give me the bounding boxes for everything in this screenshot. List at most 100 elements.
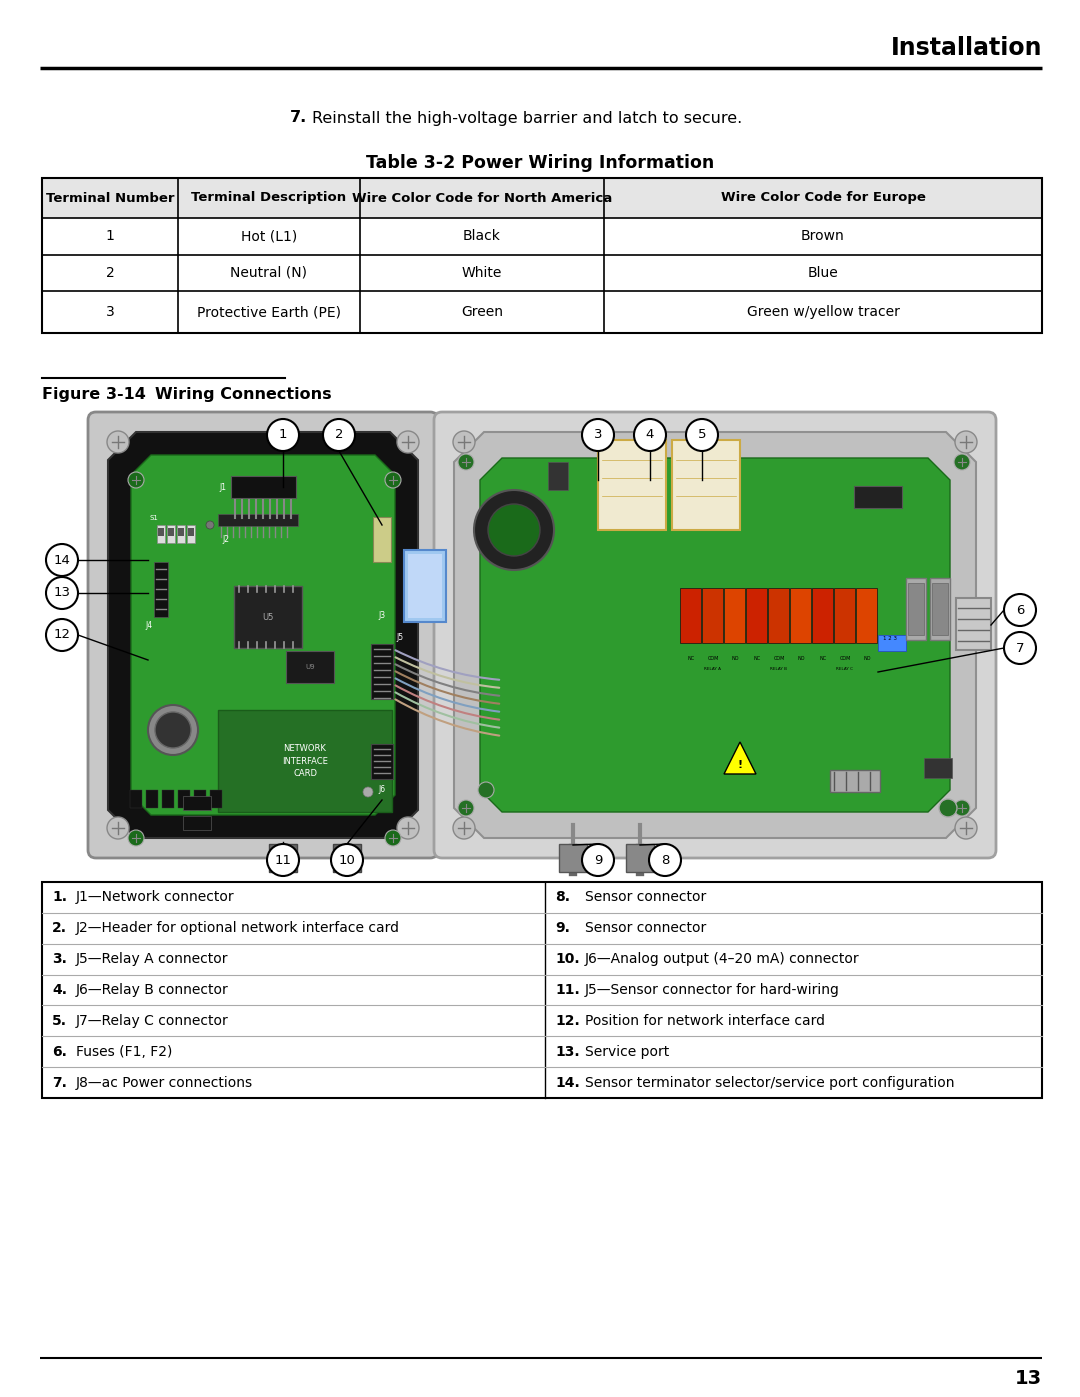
Bar bbox=[702, 588, 723, 643]
Circle shape bbox=[397, 817, 419, 840]
Text: 8: 8 bbox=[661, 854, 670, 866]
Circle shape bbox=[107, 817, 129, 840]
Circle shape bbox=[686, 419, 718, 451]
Circle shape bbox=[634, 419, 666, 451]
Bar bbox=[854, 486, 902, 509]
Bar bbox=[269, 844, 297, 872]
Text: 5.: 5. bbox=[52, 1014, 67, 1028]
Bar bbox=[812, 588, 833, 643]
Circle shape bbox=[156, 712, 191, 747]
Text: 11: 11 bbox=[274, 854, 292, 866]
Text: U5: U5 bbox=[262, 612, 273, 622]
FancyBboxPatch shape bbox=[434, 412, 996, 858]
Bar bbox=[183, 796, 211, 810]
Circle shape bbox=[46, 577, 78, 609]
Bar bbox=[210, 789, 222, 807]
Text: Installation: Installation bbox=[891, 36, 1042, 60]
Circle shape bbox=[649, 844, 681, 876]
Text: 2: 2 bbox=[335, 429, 343, 441]
Bar bbox=[42, 177, 1042, 218]
Bar bbox=[168, 528, 174, 536]
Circle shape bbox=[955, 432, 977, 453]
Bar bbox=[154, 562, 168, 617]
Text: J2—Header for optional network interface card: J2—Header for optional network interface… bbox=[76, 921, 400, 935]
Text: J2: J2 bbox=[222, 535, 229, 545]
Text: 1: 1 bbox=[279, 429, 287, 441]
Circle shape bbox=[488, 504, 540, 556]
Text: 6: 6 bbox=[1016, 604, 1024, 616]
Text: 6.: 6. bbox=[52, 1045, 67, 1059]
Bar bbox=[194, 789, 206, 807]
Circle shape bbox=[330, 844, 363, 876]
Bar bbox=[372, 644, 393, 698]
Bar bbox=[373, 517, 391, 562]
Bar bbox=[930, 578, 950, 640]
Text: J1—Network connector: J1—Network connector bbox=[76, 890, 234, 904]
Bar bbox=[231, 476, 296, 497]
Bar bbox=[404, 550, 446, 622]
Text: 10.: 10. bbox=[555, 953, 580, 967]
Text: 4.: 4. bbox=[52, 983, 67, 997]
Circle shape bbox=[206, 521, 214, 529]
Circle shape bbox=[129, 830, 144, 847]
Text: 5: 5 bbox=[698, 429, 706, 441]
Text: 7.: 7. bbox=[291, 110, 307, 126]
Text: J6—Analog output (4–20 mA) connector: J6—Analog output (4–20 mA) connector bbox=[585, 953, 860, 967]
Circle shape bbox=[458, 454, 474, 469]
Text: Green: Green bbox=[461, 305, 503, 319]
Text: 13: 13 bbox=[54, 587, 70, 599]
Text: Position for network interface card: Position for network interface card bbox=[585, 1014, 825, 1028]
Bar bbox=[130, 789, 141, 807]
Bar bbox=[158, 528, 164, 536]
Bar bbox=[372, 745, 393, 780]
Bar bbox=[187, 525, 195, 543]
Text: 1 2 3: 1 2 3 bbox=[883, 636, 897, 640]
Text: RELAY B: RELAY B bbox=[770, 666, 787, 671]
Text: 7.: 7. bbox=[52, 1076, 67, 1090]
Text: 14: 14 bbox=[54, 553, 70, 567]
Text: J5—Relay A connector: J5—Relay A connector bbox=[76, 953, 229, 967]
Bar bbox=[559, 844, 588, 872]
Text: J7—Relay C connector: J7—Relay C connector bbox=[76, 1014, 229, 1028]
FancyBboxPatch shape bbox=[87, 412, 438, 858]
Text: 2.: 2. bbox=[52, 921, 67, 935]
Text: 4: 4 bbox=[646, 429, 654, 441]
Circle shape bbox=[954, 800, 970, 816]
Bar bbox=[178, 528, 184, 536]
Circle shape bbox=[46, 619, 78, 651]
Circle shape bbox=[478, 782, 494, 798]
Text: 3: 3 bbox=[106, 305, 114, 319]
Bar bbox=[183, 816, 211, 830]
Circle shape bbox=[458, 800, 474, 816]
Text: J4: J4 bbox=[146, 620, 152, 630]
Bar bbox=[177, 525, 185, 543]
Bar bbox=[162, 789, 174, 807]
Circle shape bbox=[384, 472, 401, 488]
Bar bbox=[856, 588, 877, 643]
Text: NO: NO bbox=[863, 657, 870, 662]
Text: J3: J3 bbox=[378, 610, 386, 619]
Text: J5—Sensor connector for hard-wiring: J5—Sensor connector for hard-wiring bbox=[585, 983, 840, 997]
Polygon shape bbox=[108, 432, 418, 838]
Text: J6: J6 bbox=[378, 785, 386, 793]
Bar bbox=[680, 588, 701, 643]
Circle shape bbox=[323, 419, 355, 451]
Text: White: White bbox=[462, 265, 502, 279]
Bar bbox=[834, 588, 855, 643]
Text: Wire Color Code for North America: Wire Color Code for North America bbox=[352, 191, 612, 204]
Text: RELAY C: RELAY C bbox=[837, 666, 853, 671]
Text: U9: U9 bbox=[306, 664, 314, 671]
Bar bbox=[932, 583, 948, 636]
Text: 11.: 11. bbox=[555, 983, 580, 997]
Circle shape bbox=[107, 432, 129, 453]
Bar bbox=[286, 651, 334, 683]
Text: Table 3-2 Power Wiring Information: Table 3-2 Power Wiring Information bbox=[366, 154, 714, 172]
Text: Fuses (F1, F2): Fuses (F1, F2) bbox=[76, 1045, 173, 1059]
Bar bbox=[157, 525, 165, 543]
Text: Terminal Description: Terminal Description bbox=[191, 191, 347, 204]
Text: Brown: Brown bbox=[801, 229, 845, 243]
Text: RELAY A: RELAY A bbox=[704, 666, 721, 671]
Circle shape bbox=[129, 472, 144, 488]
Text: COM: COM bbox=[839, 657, 851, 662]
Text: Green w/yellow tracer: Green w/yellow tracer bbox=[746, 305, 900, 319]
